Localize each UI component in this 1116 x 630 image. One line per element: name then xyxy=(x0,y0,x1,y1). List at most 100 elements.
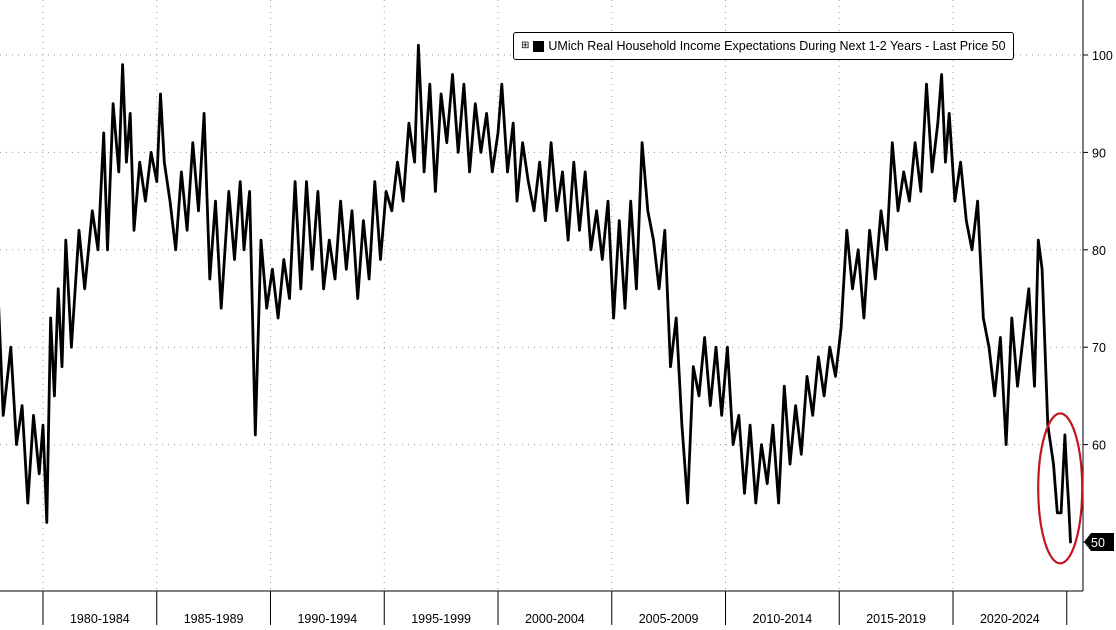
data-point xyxy=(345,268,348,271)
data-point xyxy=(948,112,951,115)
data-point xyxy=(561,170,564,174)
data-point xyxy=(305,180,308,183)
data-point xyxy=(720,414,723,417)
data-point xyxy=(57,287,60,290)
data-point xyxy=(999,336,1002,339)
data-point xyxy=(49,316,52,320)
data-point xyxy=(925,83,928,86)
data-point xyxy=(606,199,610,203)
data-point xyxy=(1065,472,1069,475)
data-point xyxy=(333,277,337,281)
data-point xyxy=(845,229,848,232)
data-point xyxy=(1059,511,1063,514)
data-point xyxy=(20,404,24,407)
legend-expand-icon[interactable]: ⊞ xyxy=(521,40,530,51)
data-point xyxy=(623,307,627,310)
data-point xyxy=(822,394,826,398)
data-point xyxy=(390,209,393,212)
data-point xyxy=(817,355,820,359)
data-point xyxy=(32,414,35,417)
data-point xyxy=(675,316,678,320)
data-point xyxy=(191,141,194,144)
data-point xyxy=(70,346,73,349)
data-point xyxy=(771,423,775,427)
data-point xyxy=(913,141,917,144)
data-point xyxy=(474,102,477,105)
data-point xyxy=(783,385,786,388)
data-point xyxy=(496,131,500,135)
data-point xyxy=(669,365,672,368)
data-point xyxy=(64,238,68,242)
data-point xyxy=(851,287,854,290)
data-point xyxy=(811,414,814,417)
data-point xyxy=(1004,443,1008,446)
data-point xyxy=(53,394,56,398)
data-point xyxy=(515,199,519,203)
data-point xyxy=(839,326,843,329)
data-point xyxy=(692,365,695,368)
data-point xyxy=(834,375,837,378)
data-point xyxy=(174,248,177,251)
data-point xyxy=(940,73,943,76)
data-point xyxy=(356,297,359,300)
data-point xyxy=(584,170,587,174)
data-point xyxy=(2,414,5,417)
data-point xyxy=(612,316,615,320)
data-point xyxy=(993,394,996,398)
data-point xyxy=(155,180,158,183)
data-point xyxy=(379,258,382,261)
data-point xyxy=(703,336,706,339)
data-point xyxy=(220,307,223,310)
data-point xyxy=(544,219,547,222)
x-period-label: 2015-2019 xyxy=(866,612,926,625)
data-point xyxy=(663,229,666,232)
data-point xyxy=(731,443,735,446)
data-point xyxy=(125,160,128,164)
data-point xyxy=(197,209,200,212)
data-point xyxy=(885,248,888,251)
data-point xyxy=(434,190,437,193)
data-point xyxy=(970,248,974,251)
data-point xyxy=(362,219,365,222)
data-point xyxy=(299,287,302,290)
data-point xyxy=(965,219,968,222)
data-point xyxy=(1010,316,1013,320)
data-point xyxy=(407,122,411,125)
data-point xyxy=(259,238,263,242)
data-point xyxy=(532,209,536,212)
data-point xyxy=(589,248,593,251)
x-period-label: 2005-2009 xyxy=(639,612,699,625)
data-point xyxy=(457,151,460,154)
data-point xyxy=(652,238,655,242)
data-point xyxy=(930,170,934,174)
data-point xyxy=(96,248,100,251)
data-point xyxy=(1067,501,1070,505)
data-point xyxy=(462,83,466,86)
data-point xyxy=(41,423,45,427)
data-point xyxy=(902,170,905,174)
data-point xyxy=(1027,287,1031,290)
data-point xyxy=(944,160,947,164)
data-point xyxy=(288,297,291,300)
data-point xyxy=(555,209,558,212)
data-point xyxy=(737,414,740,417)
data-point xyxy=(239,180,242,183)
data-point xyxy=(657,287,661,290)
data-point xyxy=(982,316,985,320)
data-point xyxy=(445,141,448,144)
data-point xyxy=(117,170,121,174)
data-point xyxy=(506,170,509,174)
data-point xyxy=(987,346,991,349)
data-point xyxy=(15,443,18,446)
data-point xyxy=(766,482,769,485)
data-point xyxy=(1033,385,1036,388)
data-point xyxy=(629,199,632,203)
highlight-ellipse xyxy=(1037,412,1084,565)
data-point xyxy=(227,190,230,193)
data-point xyxy=(384,190,388,193)
data-point xyxy=(180,170,183,174)
data-point xyxy=(1069,540,1072,544)
data-point xyxy=(293,180,297,183)
annotation-layer: 50 xyxy=(1037,412,1114,565)
